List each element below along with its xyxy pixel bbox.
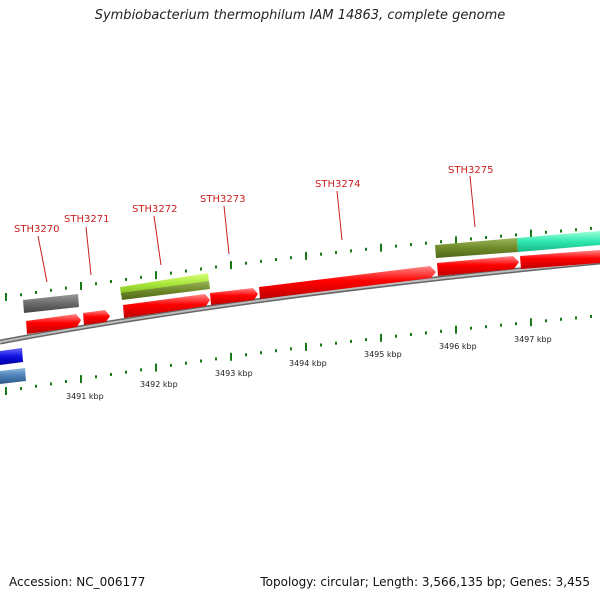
kbp-label-3496: 3496 kbp xyxy=(439,342,477,351)
olive-feature-large[interactable] xyxy=(435,238,518,258)
gene-label-sth3272: STH3272 xyxy=(132,204,177,215)
map-title: Symbiobacterium thermophilum IAM 14863, … xyxy=(94,8,506,23)
gene-label-sth3274: STH3274 xyxy=(315,179,360,190)
gene-leader-lines xyxy=(37,175,476,283)
cds-arrow-sth3272[interactable] xyxy=(123,294,210,318)
kbp-label-3494: 3494 kbp xyxy=(289,359,327,368)
gene-label-sth3273: STH3273 xyxy=(200,194,245,205)
genome-stats-text: Topology: circular; Length: 3,566,135 bp… xyxy=(260,575,590,589)
steel-blue-feature[interactable] xyxy=(0,368,26,384)
blue-feature[interactable] xyxy=(0,348,23,365)
kbp-label-3491: 3491 kbp xyxy=(66,392,104,401)
lime-feature[interactable] xyxy=(120,273,209,295)
kbp-label-3495: 3495 kbp xyxy=(364,350,402,359)
dark-gray-feature[interactable] xyxy=(23,294,79,313)
gene-label-sth3270: STH3270 xyxy=(14,224,59,235)
cds-arrow-sth3270[interactable] xyxy=(26,314,81,334)
gene-label-sth3275: STH3275 xyxy=(448,165,493,176)
kbp-label-3492: 3492 kbp xyxy=(140,380,178,389)
cds-arrow-sth3274[interactable] xyxy=(259,266,436,299)
olive-feature-small[interactable] xyxy=(121,281,210,300)
kbp-label-3493: 3493 kbp xyxy=(215,369,253,378)
upper-tick-row xyxy=(5,226,592,301)
lower-tick-row xyxy=(5,315,592,395)
cds-arrow-next[interactable] xyxy=(520,250,600,269)
gene-label-sth3271: STH3271 xyxy=(64,214,109,225)
kbp-label-3497: 3497 kbp xyxy=(514,335,552,344)
accession-text: Accession: NC_006177 xyxy=(9,575,146,589)
teal-feature[interactable] xyxy=(517,231,600,252)
cds-arrow-sth3275[interactable] xyxy=(437,256,519,276)
cds-arrow-sth3271[interactable] xyxy=(83,310,110,325)
genome-backbone xyxy=(0,259,600,345)
cds-arrow-sth3273[interactable] xyxy=(210,288,258,305)
